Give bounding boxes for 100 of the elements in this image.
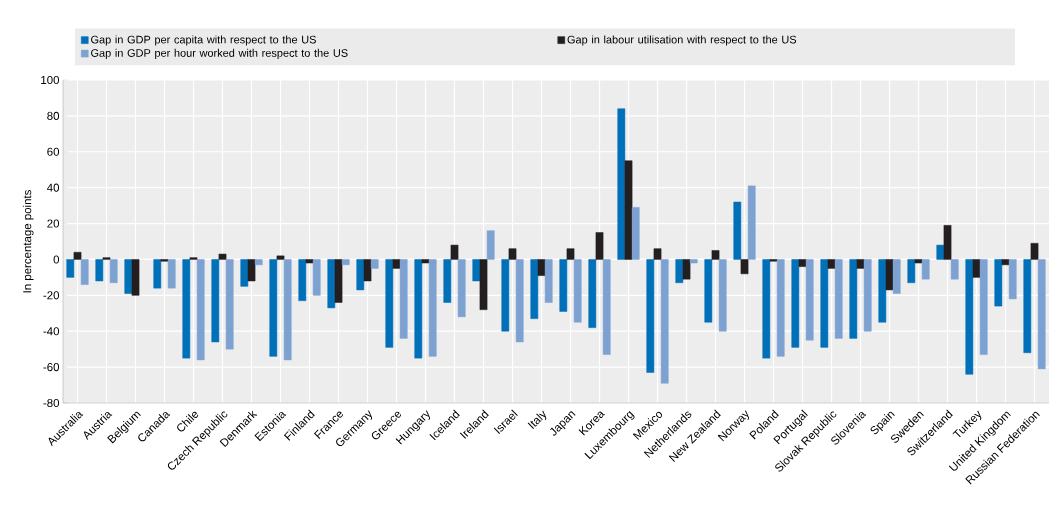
y-tick-label: -60 — [43, 363, 60, 372]
bar — [182, 259, 191, 359]
bar — [885, 259, 894, 291]
bar — [921, 259, 930, 280]
bar — [631, 207, 640, 260]
bar — [559, 259, 568, 312]
bar — [421, 259, 430, 264]
bar — [486, 230, 495, 260]
bar — [711, 250, 720, 260]
bar — [566, 248, 575, 260]
bar — [1030, 243, 1039, 260]
bar — [689, 259, 698, 264]
x-tick-label: Italy — [527, 410, 547, 429]
bar — [849, 259, 858, 339]
bar — [762, 259, 771, 359]
bar — [994, 259, 1003, 307]
bar — [457, 259, 466, 318]
bar — [327, 259, 336, 309]
bar — [356, 259, 365, 291]
bar — [508, 248, 517, 260]
bar — [73, 252, 82, 260]
bar — [740, 259, 749, 275]
bar — [1023, 259, 1032, 353]
bar — [573, 259, 582, 323]
legend-label: Gap in GDP per capita with respect to the US — [91, 35, 316, 46]
bar — [515, 259, 524, 343]
bar — [530, 259, 539, 319]
bar — [791, 259, 800, 348]
bar — [747, 185, 756, 260]
bar — [914, 259, 923, 264]
bar — [675, 259, 684, 284]
bar — [225, 259, 234, 350]
bar — [892, 259, 901, 294]
bar — [305, 259, 314, 264]
bar — [798, 259, 807, 267]
bar — [131, 259, 140, 296]
bar — [167, 259, 176, 289]
legend-label: Gap in labour utilisation with respect to the US — [567, 35, 797, 46]
bar — [334, 259, 343, 303]
bar — [704, 259, 713, 323]
bar — [537, 259, 546, 276]
bar — [682, 259, 691, 280]
bar — [341, 259, 350, 266]
bar — [863, 259, 872, 332]
bar — [950, 259, 959, 280]
bar — [218, 253, 227, 260]
bar — [936, 244, 945, 260]
bar — [283, 259, 292, 361]
bar — [776, 259, 785, 357]
bar — [298, 259, 307, 301]
bar — [385, 259, 394, 348]
y-tick-label: -80 — [43, 398, 60, 408]
bar — [124, 259, 133, 294]
bar — [1001, 259, 1010, 266]
bar — [588, 259, 597, 328]
y-tick-label: 80 — [47, 111, 60, 120]
bar — [907, 259, 916, 284]
bar — [80, 259, 89, 285]
bar — [370, 259, 379, 269]
y-tick-label: -20 — [43, 291, 60, 300]
bar — [660, 259, 669, 384]
bar — [827, 259, 836, 269]
bar — [254, 259, 263, 266]
legend-label: Gap in GDP per hour worked with respect to the US — [91, 48, 348, 60]
y-tick-label: 20 — [47, 219, 60, 228]
bar — [399, 259, 408, 339]
bar — [1008, 259, 1017, 300]
bar — [624, 160, 633, 260]
bar — [653, 248, 662, 260]
bar — [363, 259, 372, 282]
bar — [443, 259, 452, 303]
bar — [414, 259, 423, 359]
bar — [834, 259, 843, 339]
bar — [820, 259, 829, 348]
y-tick-label: 0 — [53, 255, 60, 264]
bar — [878, 259, 887, 323]
bar — [247, 259, 256, 282]
bar — [479, 259, 488, 310]
y-tick-label: 60 — [47, 147, 60, 156]
y-tick-label: 100 — [41, 75, 60, 85]
bar — [617, 108, 626, 260]
bar — [972, 259, 981, 278]
bar — [501, 259, 510, 332]
bar — [544, 259, 553, 303]
bar — [805, 259, 814, 341]
bar — [979, 259, 988, 355]
bar — [595, 232, 604, 260]
bar — [211, 259, 220, 343]
bar — [646, 259, 655, 373]
bar — [943, 225, 952, 260]
y-axis-title: In percentage points — [22, 190, 34, 293]
bar — [733, 201, 742, 260]
bar — [450, 244, 459, 260]
bar — [240, 259, 249, 287]
bar — [269, 259, 278, 357]
bar — [472, 259, 481, 282]
y-tick-label: -40 — [43, 327, 60, 336]
bar — [718, 259, 727, 332]
bar — [66, 259, 75, 278]
bar — [276, 255, 285, 260]
